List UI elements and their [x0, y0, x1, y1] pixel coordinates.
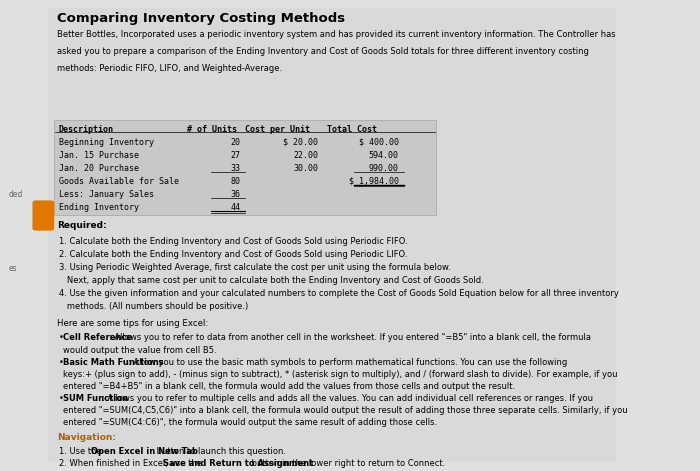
- Text: Description: Description: [59, 125, 113, 134]
- Text: $ 20.00: $ 20.00: [283, 138, 318, 146]
- Text: $ 400.00: $ 400.00: [358, 138, 399, 146]
- Text: 2. When finished in Excel, use the: 2. When finished in Excel, use the: [59, 459, 204, 468]
- Text: Basic Math Functions: Basic Math Functions: [64, 357, 164, 366]
- Text: Less: January Sales: Less: January Sales: [59, 190, 153, 199]
- Text: 20: 20: [230, 138, 240, 146]
- Text: 2. Calculate both the Ending Inventory and Cost of Goods Sold using Periodic LIF: 2. Calculate both the Ending Inventory a…: [59, 250, 407, 259]
- Text: : Allow you to use the basic math symbols to perform mathematical functions. You: : Allow you to use the basic math symbol…: [128, 357, 567, 366]
- Text: 80: 80: [230, 177, 240, 186]
- Text: Save and Return to Assignment: Save and Return to Assignment: [163, 459, 313, 468]
- Text: entered "=SUM(C4,C5,C6)" into a blank cell, the formula would output the result : entered "=SUM(C4,C5,C6)" into a blank ce…: [64, 406, 628, 415]
- Text: button to launch this question.: button to launch this question.: [154, 447, 286, 456]
- Text: Jan. 20 Purchase: Jan. 20 Purchase: [59, 164, 139, 173]
- Text: Ending Inventory: Ending Inventory: [59, 203, 139, 212]
- Text: Beginning Inventory: Beginning Inventory: [59, 138, 153, 146]
- Text: button in the lower right to return to Connect.: button in the lower right to return to C…: [249, 459, 445, 468]
- Text: •: •: [59, 394, 64, 403]
- Text: Next, apply that same cost per unit to calculate both the Ending Inventory and C: Next, apply that same cost per unit to c…: [59, 276, 483, 285]
- Text: asked you to prepare a comparison of the Ending Inventory and Cost of Goods Sold: asked you to prepare a comparison of the…: [57, 47, 589, 56]
- Text: Here are some tips for using Excel:: Here are some tips for using Excel:: [57, 318, 209, 327]
- Text: would output the value from cell B5.: would output the value from cell B5.: [64, 346, 217, 355]
- Text: 22.00: 22.00: [293, 151, 318, 160]
- Text: 36: 36: [230, 190, 240, 199]
- Text: SUM Function: SUM Function: [64, 394, 129, 403]
- Text: 33: 33: [230, 164, 240, 173]
- Text: •: •: [59, 333, 64, 342]
- Text: ded: ded: [9, 190, 23, 199]
- Text: Navigation:: Navigation:: [57, 433, 116, 442]
- FancyBboxPatch shape: [54, 120, 436, 215]
- Text: es: es: [9, 264, 18, 273]
- Text: 594.00: 594.00: [369, 151, 399, 160]
- Text: Better Bottles, Incorporated uses a periodic inventory system and has provided i: Better Bottles, Incorporated uses a peri…: [57, 30, 616, 39]
- Text: Cell Reference: Cell Reference: [64, 333, 133, 342]
- FancyBboxPatch shape: [32, 201, 54, 231]
- Text: methods. (All numbers should be positive.): methods. (All numbers should be positive…: [59, 302, 248, 311]
- Text: entered "=SUM(C4:C6)", the formula would output the same result of adding those : entered "=SUM(C4:C6)", the formula would…: [64, 418, 438, 427]
- Text: •: •: [59, 357, 64, 366]
- Text: Required:: Required:: [57, 221, 107, 230]
- Text: 30.00: 30.00: [293, 164, 318, 173]
- Text: $ 1,984.00: $ 1,984.00: [349, 177, 399, 186]
- Text: 3. Using Periodic Weighted Average, first calculate the cost per unit using the : 3. Using Periodic Weighted Average, firs…: [59, 263, 450, 272]
- Text: 44: 44: [230, 203, 240, 212]
- Text: entered "=B4+B5" in a blank cell, the formula would add the values from those ce: entered "=B4+B5" in a blank cell, the fo…: [64, 382, 516, 391]
- Text: : Allows you to refer to multiple cells and adds all the values. You can add ind: : Allows you to refer to multiple cells …: [102, 394, 593, 403]
- Text: Jan. 15 Purchase: Jan. 15 Purchase: [59, 151, 139, 160]
- Text: 1. Use the: 1. Use the: [59, 447, 104, 456]
- Text: methods: Periodic FIFO, LIFO, and Weighted-Average.: methods: Periodic FIFO, LIFO, and Weight…: [57, 64, 282, 73]
- Text: 27: 27: [230, 151, 240, 160]
- Text: 990.00: 990.00: [369, 164, 399, 173]
- Text: Comparing Inventory Costing Methods: Comparing Inventory Costing Methods: [57, 12, 345, 24]
- Text: keys:+ (plus sign to add), - (minus sign to subtract), * (asterisk sign to multi: keys:+ (plus sign to add), - (minus sign…: [64, 370, 618, 379]
- Text: Open Excel in New Tab: Open Excel in New Tab: [91, 447, 198, 456]
- Text: 1. Calculate both the Ending Inventory and Cost of Goods Sold using Periodic FIF: 1. Calculate both the Ending Inventory a…: [59, 237, 407, 246]
- FancyBboxPatch shape: [48, 8, 616, 462]
- Text: 4. Use the given information and your calculated numbers to complete the Cost of: 4. Use the given information and your ca…: [59, 289, 618, 298]
- Text: : Allows you to refer to data from another cell in the worksheet. If you entered: : Allows you to refer to data from anoth…: [108, 333, 591, 342]
- Text: Cost per Unit: Cost per Unit: [245, 125, 310, 134]
- Text: # of Units: # of Units: [188, 125, 237, 134]
- Text: Total Cost: Total Cost: [327, 125, 377, 134]
- Text: Goods Available for Sale: Goods Available for Sale: [59, 177, 178, 186]
